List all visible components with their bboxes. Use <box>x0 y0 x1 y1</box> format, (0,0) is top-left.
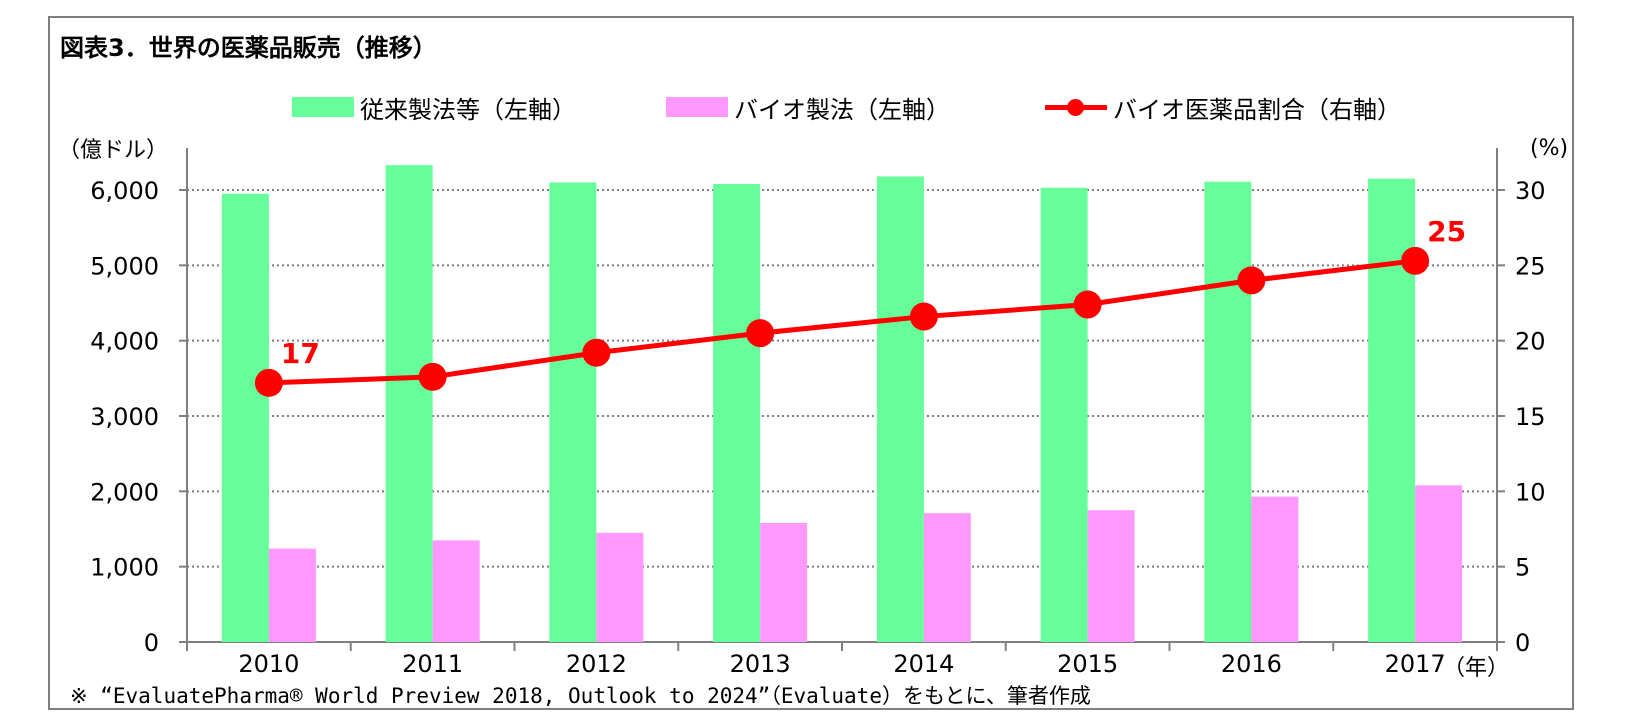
left-tick-label: 2,000 <box>90 478 159 506</box>
left-tick-label: 3,000 <box>90 403 159 431</box>
chart-title: 図表3．世界の医薬品販売（推移） <box>60 34 437 62</box>
x-tick-label: 2015 <box>1057 650 1118 678</box>
legend-item-ratio: バイオ医薬品割合（右軸） <box>1045 90 1401 124</box>
legend-swatch-bio <box>666 97 728 117</box>
x-tick-label: 2016 <box>1221 650 1282 678</box>
legend-swatch-ratio <box>1045 97 1107 117</box>
ratio-line <box>268 258 1416 386</box>
ratio-point <box>418 362 447 391</box>
bar-conventional <box>1040 187 1088 643</box>
x-tick-label: 2014 <box>893 650 954 678</box>
x-tick-label: 2010 <box>238 650 299 678</box>
x-tick-label: 2012 <box>566 650 627 678</box>
bar-conventional <box>1368 178 1416 642</box>
ratio-point <box>909 302 938 331</box>
ratio-point <box>1401 246 1430 275</box>
right-tick-label: 0 <box>1515 629 1530 657</box>
legend-swatch-conventional <box>292 97 354 117</box>
right-tick-label: 20 <box>1515 328 1546 356</box>
bar-conventional <box>713 183 761 642</box>
left-tick-label: 0 <box>144 629 159 657</box>
legend-label-ratio: バイオ医薬品割合（右軸） <box>1113 95 1401 124</box>
legend-item-conventional: 従来製法等（左軸） <box>292 90 576 124</box>
x-tick-label: 2011 <box>402 650 463 678</box>
left-tick-label: 1,000 <box>90 554 159 582</box>
data-label: 25 <box>1427 215 1466 248</box>
bar-conventional <box>1204 181 1252 643</box>
right-tick-label: 5 <box>1515 554 1530 582</box>
right-tick-label: 10 <box>1515 478 1546 506</box>
x-axis-unit: （年） <box>1443 656 1510 681</box>
bar-bio <box>596 532 644 642</box>
ratio-point <box>1073 290 1102 319</box>
left-tick-label: 5,000 <box>90 252 159 280</box>
left-axis-unit: （億ドル） <box>58 138 169 163</box>
x-tick-label: 2013 <box>730 650 791 678</box>
bar-conventional <box>549 182 597 642</box>
bar-conventional <box>221 193 269 642</box>
source-note: ※ “EvaluatePharma® World Preview 2018, O… <box>70 684 1091 708</box>
bar-bio <box>432 540 480 642</box>
right-tick-label: 25 <box>1515 252 1546 280</box>
ratio-point <box>582 338 611 367</box>
left-tick-label: 6,000 <box>90 177 159 205</box>
ratio-point <box>1237 266 1266 295</box>
legend-label-bio: バイオ製法（左軸） <box>734 95 950 124</box>
bar-bio <box>268 548 316 642</box>
bar-bio <box>1087 510 1135 642</box>
bar-conventional <box>876 176 924 642</box>
bar-bio <box>1251 496 1299 642</box>
right-axis-unit: (%) <box>1530 136 1569 161</box>
right-tick-label: 15 <box>1515 403 1546 431</box>
bar-bio <box>923 513 971 642</box>
chart-frame <box>48 16 1574 710</box>
ratio-point <box>746 319 775 348</box>
right-tick-label: 30 <box>1515 177 1546 205</box>
legend-label-conventional: 従来製法等（左軸） <box>360 95 576 124</box>
x-tick-label: 2017 <box>1385 650 1446 678</box>
bar-conventional <box>385 165 433 642</box>
data-label: 17 <box>281 337 320 370</box>
ratio-point <box>254 368 283 397</box>
bar-bio <box>1415 485 1463 642</box>
legend-item-bio: バイオ製法（左軸） <box>666 90 950 124</box>
bar-bio <box>760 522 808 642</box>
left-tick-label: 4,000 <box>90 328 159 356</box>
